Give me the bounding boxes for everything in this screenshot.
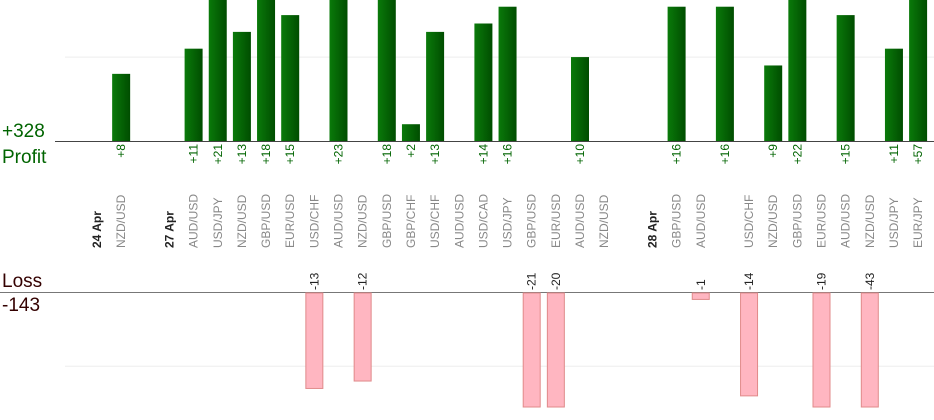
- loss-total: -143: [2, 295, 40, 316]
- category-label: USD/CHF: [742, 195, 756, 248]
- loss-bar: [305, 292, 324, 389]
- profit-bar: [474, 23, 493, 141]
- profit-bar: [377, 0, 396, 141]
- value-label: +13: [235, 144, 249, 165]
- value-label: +22: [790, 144, 804, 165]
- category-label: EUR/USD: [815, 194, 829, 248]
- profit-label: Profit: [2, 147, 47, 168]
- profit-bar: [884, 48, 903, 141]
- profit-bar: [715, 6, 734, 142]
- value-label: +13: [428, 144, 442, 165]
- value-label: +8: [114, 144, 128, 158]
- category-label: AUD/USD: [332, 194, 346, 248]
- value-label: +23: [332, 144, 346, 165]
- category-label: NZD/USD: [114, 194, 128, 248]
- loss-bar: [812, 292, 831, 408]
- profit-bar: [909, 0, 928, 141]
- category-label: NZD/USD: [863, 194, 877, 248]
- value-label: +16: [670, 144, 684, 165]
- value-label: +16: [501, 144, 515, 165]
- value-label: +57: [911, 144, 925, 165]
- value-label: +16: [718, 144, 732, 165]
- category-label: GBP/USD: [525, 194, 539, 248]
- profit-bar: [257, 0, 276, 141]
- value-label: -19: [815, 272, 829, 290]
- category-label: NZD/USD: [597, 194, 611, 248]
- value-label: +14: [476, 144, 490, 165]
- category-label: NZD/USD: [766, 194, 780, 248]
- loss-bar: [522, 292, 541, 408]
- category-label: GBP/CHF: [404, 195, 418, 248]
- category-label: GBP/USD: [670, 194, 684, 248]
- category-label: AUD/USD: [694, 194, 708, 248]
- category-label: EUR/USD: [283, 194, 297, 248]
- loss-bar: [691, 292, 710, 300]
- profit-bar: [401, 124, 420, 141]
- category-label: EUR/JPY: [911, 197, 925, 248]
- profit-bar: [112, 73, 131, 141]
- category-label: USD/JPY: [211, 197, 225, 248]
- loss-bar: [546, 292, 565, 408]
- value-label: +15: [283, 144, 297, 165]
- loss-label: Loss: [2, 271, 42, 292]
- value-label: +9: [766, 144, 780, 158]
- category-label: USD/JPY: [501, 197, 515, 248]
- profit-bar: [571, 57, 589, 142]
- value-label: +11: [887, 144, 901, 164]
- date-label: 24 Apr: [90, 211, 104, 248]
- value-label: +10: [573, 144, 587, 165]
- loss-bar: [353, 292, 372, 382]
- value-label: -21: [525, 272, 539, 290]
- value-label: +18: [380, 144, 394, 165]
- value-label: +11: [187, 144, 201, 164]
- profit-bar: [426, 31, 445, 142]
- profit-bar: [329, 0, 348, 141]
- category-label: NZD/USD: [235, 194, 249, 248]
- loss-bar: [860, 292, 879, 408]
- value-label: -14: [742, 272, 756, 290]
- category-label: EUR/USD: [549, 194, 563, 248]
- value-label: -1: [694, 279, 708, 290]
- category-label: GBP/USD: [259, 194, 273, 248]
- value-label: +15: [839, 144, 853, 165]
- profit-bar: [232, 31, 251, 142]
- profit-bar: [667, 6, 686, 142]
- value-label: -13: [307, 272, 321, 290]
- category-label: NZD/USD: [356, 194, 370, 248]
- profit-bar: [498, 6, 517, 142]
- profit-bar: [208, 0, 227, 141]
- profit-bar: [764, 65, 783, 141]
- category-label: GBP/USD: [380, 194, 394, 248]
- category-label: GBP/USD: [790, 194, 804, 248]
- value-label: -43: [863, 272, 877, 290]
- profit-bar: [788, 0, 807, 141]
- profit-bar: [281, 15, 300, 142]
- date-label: 27 Apr: [162, 211, 176, 248]
- value-label: +21: [211, 144, 225, 165]
- profit-bar: [184, 48, 203, 141]
- category-label: AUD/USD: [573, 194, 587, 248]
- value-label: -12: [356, 272, 370, 290]
- profit-total: +328: [2, 121, 45, 142]
- date-label: 28 Apr: [645, 211, 659, 248]
- loss-bar: [740, 292, 759, 397]
- value-label: +2: [404, 144, 418, 158]
- profit-bar: [836, 15, 855, 142]
- category-label: AUD/USD: [187, 194, 201, 248]
- category-label: USD/CHF: [307, 195, 321, 248]
- category-label: USD/CHF: [428, 195, 442, 248]
- category-label: AUD/USD: [452, 194, 466, 248]
- value-label: +18: [259, 144, 273, 165]
- value-label: -20: [549, 272, 563, 290]
- category-label: AUD/USD: [839, 194, 853, 248]
- category-label: USD/JPY: [887, 197, 901, 248]
- category-label: USD/CAD: [476, 194, 490, 248]
